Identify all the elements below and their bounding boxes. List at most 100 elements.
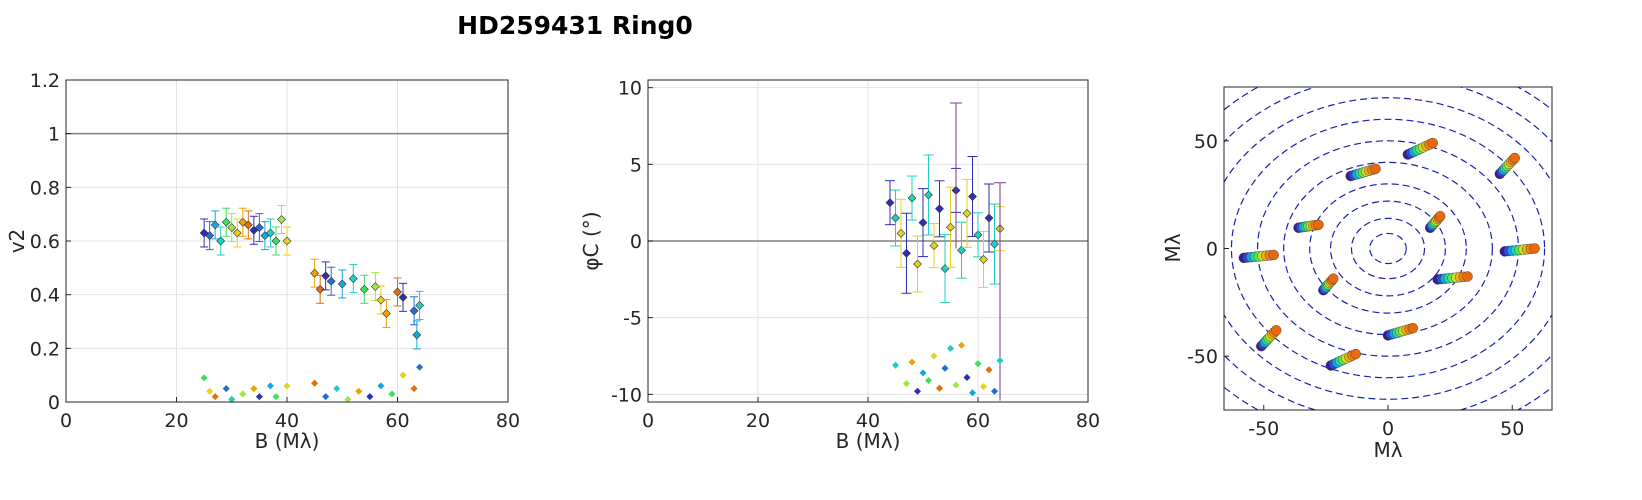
uv-point: [1313, 219, 1324, 231]
closure-phase-model-point: [979, 383, 988, 391]
v2-model-point: [416, 363, 424, 371]
closure-phase-model-point: [935, 384, 944, 392]
uv-point: [1370, 163, 1381, 175]
v2-data-point: [409, 306, 419, 316]
closure-phase-model-point: [996, 357, 1004, 365]
closure-phase-data-point: [891, 213, 900, 223]
closure-phase-model-point: [985, 366, 993, 374]
closure-phase-model-point: [941, 364, 949, 372]
closure-phase-model-point: [908, 358, 916, 366]
closure-phase-model-point: [891, 361, 900, 369]
closure-phase-marks: [885, 102, 1006, 401]
v2-x-tick-label: 0: [60, 410, 72, 432]
v2-data-point: [398, 292, 408, 302]
v2-data-point: [321, 271, 331, 281]
v2-model-point: [250, 385, 258, 393]
uv-ring: [1369, 232, 1407, 265]
v2-y-tick-label: 0.8: [30, 177, 60, 199]
uv-ring: [1329, 200, 1446, 297]
closure-phase-data-point: [957, 245, 966, 255]
v2-data-point: [412, 330, 422, 340]
v2-data-point: [282, 236, 292, 246]
v2-model-point: [283, 382, 291, 390]
v2-y-tick-label: 0.2: [30, 338, 60, 360]
v2-data-point: [376, 295, 386, 305]
closure-phase-x-tick-label: 60: [966, 410, 990, 432]
v2-model-point: [366, 393, 374, 401]
v2-data-point: [348, 274, 358, 283]
v2-data-point: [382, 309, 391, 318]
closure-phase-x-tick-label: 20: [746, 410, 770, 432]
uv-marks: [1238, 137, 1540, 371]
closure-phase-data-point: [924, 190, 933, 200]
v2-x-ticks: 0 20 40 60 80: [60, 397, 520, 432]
closure-phase-model-point: [952, 381, 960, 389]
closure-phase-y-label: φC (°): [579, 211, 603, 270]
closure-phase-data-point: [896, 228, 906, 238]
closure-phase-model-point: [924, 376, 933, 385]
v2-model-point: [206, 387, 214, 395]
v2-x-tick-label: 20: [164, 410, 188, 432]
uv-point: [1407, 322, 1419, 334]
closure-phase-data-point: [946, 222, 955, 232]
v2-model-point: [211, 393, 219, 401]
closure-phase-data-point: [913, 259, 922, 269]
closure-phase-model-point: [919, 369, 927, 377]
figure-title: HD259431 Ring0: [457, 11, 693, 40]
v2-model-point: [322, 393, 330, 401]
v2-y-label: v2: [5, 229, 29, 254]
v2-marks: [199, 205, 425, 403]
closure-phase-data-point: [984, 213, 994, 223]
closure-phase-data-point: [902, 248, 911, 258]
uv-x-tick-label: 0: [1382, 418, 1394, 440]
closure-phase-y-tick-label: -10: [611, 384, 642, 406]
uv-point: [1427, 137, 1438, 149]
v2-y-tick-label: 1.2: [30, 70, 60, 92]
closure-phase-data-point: [973, 230, 983, 240]
v2-data-point: [221, 217, 231, 227]
v2-data-point: [370, 282, 380, 292]
v2-data-point: [415, 300, 425, 310]
v2-x-tick-label: 60: [385, 410, 409, 432]
uv-x-tick-label: -50: [1248, 418, 1279, 440]
uv-point: [1529, 243, 1540, 254]
v2-model-point: [377, 382, 385, 390]
uv-point: [1462, 271, 1473, 282]
v2-panel: 0 20 40 60 80 0 0.2 0.4 0.6 0.8 1 1.2 B (Mλ) v2: [5, 70, 520, 453]
uv-point: [1268, 249, 1279, 261]
closure-phase-data-point: [962, 208, 972, 218]
v2-model-point: [255, 393, 263, 401]
closure-phase-model-point: [990, 387, 999, 395]
closure-phase-y-ticks: -10 -5 0 5 10: [611, 78, 653, 406]
uv-ring: [1309, 183, 1467, 314]
v2-model-point: [266, 382, 274, 390]
closure-phase-data-point: [935, 204, 944, 214]
uv-y-tick-label: -50: [1187, 346, 1218, 368]
v2-model-point: [333, 385, 341, 393]
v2-data-point: [227, 223, 237, 233]
v2-x-tick-label: 40: [275, 410, 299, 432]
v2-data-point: [393, 287, 402, 297]
closure-phase-y-tick-label: 10: [618, 78, 642, 100]
v2-data-point: [359, 284, 369, 294]
uv-point: [1270, 325, 1282, 336]
uv-x-label: Mλ: [1373, 438, 1402, 462]
closure-phase-model-point: [946, 344, 955, 352]
v2-data-point: [243, 220, 253, 230]
uv-y-label: Mλ: [1161, 233, 1185, 262]
closure-phase-panel: 0 20 40 60 80 -10 -5 0 5 10 B (Mλ) φC (°): [579, 78, 1100, 453]
closure-phase-data-point: [907, 193, 917, 203]
uv-ring: [1230, 118, 1546, 379]
v2-model-point: [272, 393, 280, 401]
v2-data-point: [254, 223, 264, 233]
closure-phase-model-point: [957, 341, 966, 349]
uv-ring: [1350, 217, 1426, 280]
uv-point: [1328, 273, 1339, 284]
v2-data-point: [315, 284, 325, 294]
closure-phase-data-point: [918, 218, 928, 228]
v2-data-point: [205, 231, 215, 241]
closure-phase-y-tick-label: -5: [623, 308, 642, 330]
v2-data-point: [277, 215, 286, 224]
v2-x-tick-label: 80: [496, 410, 520, 432]
